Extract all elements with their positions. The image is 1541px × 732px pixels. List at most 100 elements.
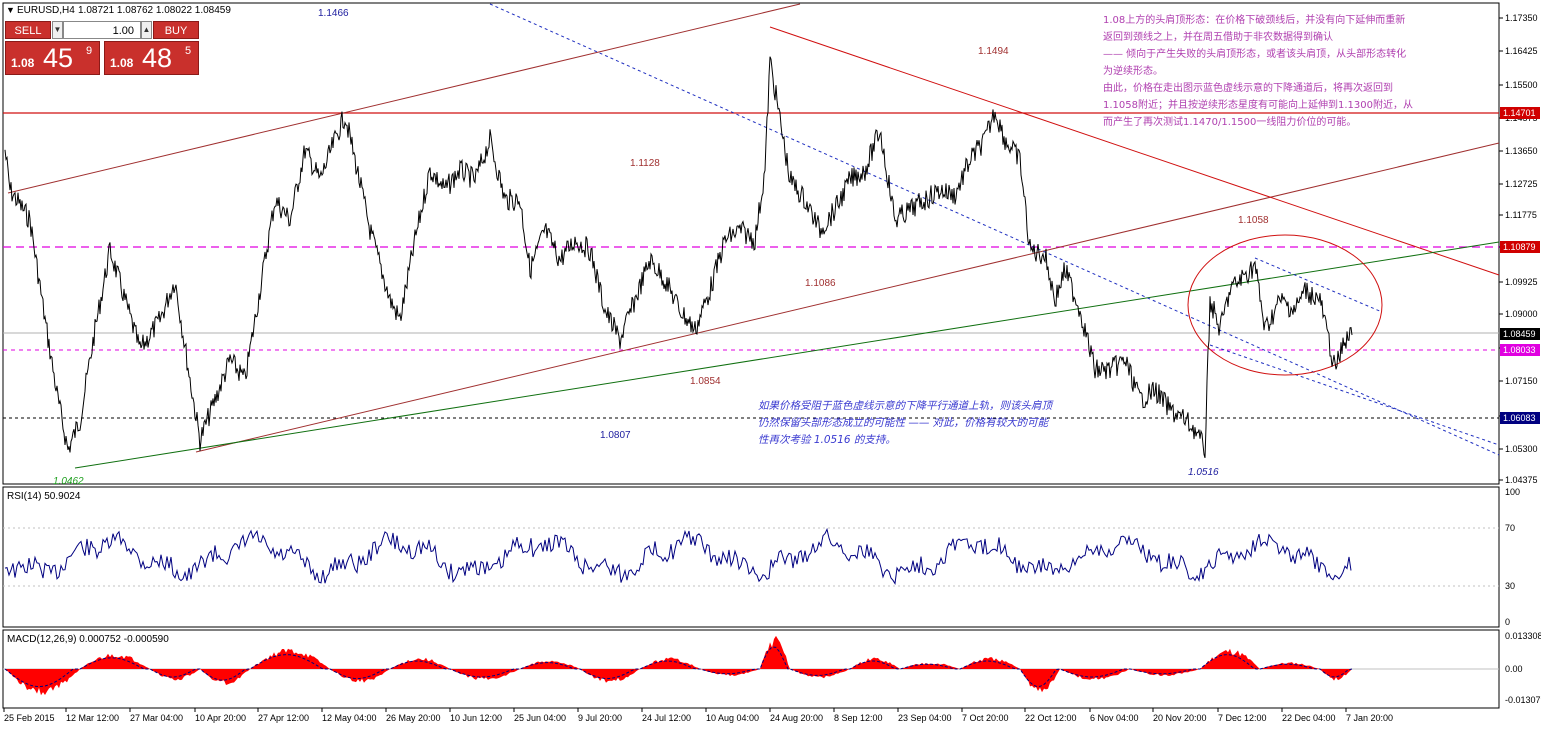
buy-button[interactable]: BUY [153, 21, 199, 39]
price-level-label: 1.0516 [1188, 467, 1219, 478]
note-top-line: 而产生了再次测试1.1470/1.1500一线阻力价位的可能。 [1103, 117, 1357, 128]
sell-button[interactable]: SELL [5, 21, 51, 39]
rsi-line [4, 527, 1352, 585]
price-tag-label: 1.08033 [1503, 345, 1536, 355]
sell-price-sup: 9 [86, 45, 93, 57]
macd-indicator: MACD(12,26,9) 0.000752 -0.000590 0.013308… [3, 631, 1541, 705]
rsi-axis-label: 30 [1505, 581, 1515, 591]
time-axis-label: 10 Apr 20:00 [195, 713, 246, 723]
rsi-panel-frame [2, 486, 1500, 628]
price-axis-label: 1.16425 [1505, 46, 1538, 56]
descending-channel-mid [1254, 257, 1383, 313]
price-tag-box [1500, 344, 1540, 356]
note-top-line: 由此，价格在走出图示蓝色虚线示意的下降通道后，将再次返回到 [1103, 83, 1393, 94]
price-axis-label: 1.05300 [1505, 444, 1538, 454]
time-axis-label: 8 Sep 12:00 [834, 713, 883, 723]
symbol-triangle-icon: ▼ [6, 5, 15, 15]
price-axis-label: 1.11775 [1505, 210, 1537, 220]
note-top-line: 1.08上方的头肩顶形态：在价格下破颈线后，并没有向下延伸而重新 [1103, 15, 1406, 26]
chart-symbol-label: EURUSD,H4 [17, 5, 75, 16]
price-axis-label: 1.12725 [1505, 179, 1538, 189]
price-axis-label: 1.17350 [1505, 13, 1538, 23]
upper-channel-line [7, 3, 801, 194]
price-tag-label: 1.06083 [1503, 413, 1536, 423]
time-axis-label: 6 Nov 04:00 [1090, 713, 1139, 723]
rsi-axis-label: 70 [1505, 523, 1515, 533]
macd-label: MACD(12,26,9) 0.000752 -0.000590 [7, 634, 169, 645]
buy-price-sup: 5 [185, 45, 192, 57]
buy-price-small: 1.08 [110, 56, 134, 70]
price-tag-box [1500, 412, 1540, 424]
price-level-label: 1.1128 [630, 158, 660, 169]
macd-axis-label: 0.00 [1505, 664, 1523, 674]
macd-axis-label: 0.013308 [1505, 631, 1541, 641]
time-axis-label: 7 Dec 12:00 [1218, 713, 1267, 723]
time-axis-label: 23 Sep 04:00 [898, 713, 952, 723]
price-axis-label: 1.07150 [1505, 376, 1538, 386]
buy-price-box[interactable]: 1.08 48 5 [104, 41, 199, 75]
price-axis-label: 1.13650 [1505, 146, 1538, 156]
price-series [4, 56, 1353, 459]
time-axis-label: 27 Apr 12:00 [258, 713, 309, 723]
green-support-line [74, 241, 1500, 469]
note-bottom-line: 如果价格受阻于蓝色虚线示意的下降平行通道上轨，则该头肩顶 [758, 400, 1052, 412]
time-axis-label: 24 Aug 20:00 [770, 713, 823, 723]
rsi-axis-label: 0 [1505, 617, 1510, 627]
macd-axis-label: -0.013079 [1505, 695, 1541, 705]
time-axis-label: 27 Mar 04:00 [130, 713, 183, 723]
price-line [4, 56, 1353, 459]
rsi-axis-label: 100 [1505, 487, 1520, 497]
price-axis-label: 1.15500 [1505, 80, 1538, 90]
note-top-line: —— 倾向于产生失败的头肩顶形态，或者该头肩顶，从头部形态转化 [1103, 49, 1407, 60]
analysis-note-bottom: 如果价格受阻于蓝色虚线示意的下降平行通道上轨，则该头肩顶 仍然保留头部形态成立的… [758, 398, 1078, 449]
note-top-line: 为逆续形态。 [1103, 66, 1163, 77]
price-level-label: 1.0854 [690, 376, 721, 387]
time-axis-label: 10 Jun 12:00 [450, 713, 502, 723]
sell-price-small: 1.08 [11, 56, 35, 70]
price-annotations: 1.1466 1.1494 1.1128 1.1058 1.1086 1.0854 1.08… [53, 8, 1269, 487]
price-tag-label: 1.10879 [1503, 242, 1536, 252]
rsi-indicator: RSI(14) 50.9024 100 70 30 0 [3, 487, 1520, 627]
price-level-label: 1.0807 [600, 430, 631, 441]
time-axis-label: 20 Nov 20:00 [1153, 713, 1207, 723]
time-axis-label: 12 Mar 12:00 [66, 713, 119, 723]
price-tag-box [1500, 107, 1540, 119]
descending-resistance-line [769, 26, 1500, 276]
one-click-trading-panel: SELL ▼ 1.00 ▲ BUY 1.08 45 9 1.08 48 5 [5, 21, 199, 76]
lot-down-icon[interactable]: ▼ [52, 21, 63, 39]
buy-price-big: 48 [142, 43, 173, 73]
lower-channel-line [195, 142, 1500, 453]
time-axis-label: 9 Jul 20:00 [578, 713, 622, 723]
lot-up-icon[interactable]: ▲ [141, 21, 152, 39]
price-axis-tags: 1.14701 1.10879 1.08459 1.08033 1.06083 [1500, 107, 1540, 424]
price-tag-box [1500, 328, 1540, 340]
note-bottom-line: 性再次考验 1.0516 的支持。 [758, 434, 896, 446]
analysis-note-top: 1.08上方的头肩顶形态：在价格下破颈线后，并没有向下延伸而重新 返回到颈线之上… [1103, 12, 1448, 131]
descending-channel-lower [1209, 344, 1500, 446]
price-level-label: 1.0462 [53, 476, 84, 487]
time-axis-label: 26 May 20:00 [386, 713, 441, 723]
price-axis-label: 1.04375 [1505, 475, 1538, 485]
time-axis-label: 24 Jul 12:00 [642, 713, 691, 723]
time-axis-label: 7 Oct 20:00 [962, 713, 1009, 723]
note-bottom-line: 仍然保留头部形态成立的可能性 —— 对此，价格有较大的可能 [758, 417, 1049, 429]
sell-price-big: 45 [43, 43, 74, 73]
time-axis-label: 10 Aug 04:00 [706, 713, 759, 723]
price-panel-frame [2, 2, 1500, 485]
price-axis-label: 1.09000 [1505, 309, 1538, 319]
time-axis-label: 22 Oct 12:00 [1025, 713, 1077, 723]
chart-ohlc-readout: 1.08721 1.08762 1.08022 1.08459 [78, 5, 231, 16]
sell-price-box[interactable]: 1.08 45 9 [5, 41, 100, 75]
price-tag-label: 1.14701 [1503, 108, 1536, 118]
time-axis-label: 25 Jun 04:00 [514, 713, 566, 723]
time-axis-label: 12 May 04:00 [322, 713, 377, 723]
lot-size-input[interactable]: 1.00 [63, 21, 141, 39]
descending-channel-upper [489, 3, 1500, 456]
price-tag-label: 1.08459 [1503, 329, 1536, 339]
time-axis: 25 Feb 2015 12 Mar 12:00 27 Mar 04:00 10 Ap… [3, 708, 1393, 723]
note-top-line: 1.1058附近；并且按逆续形态星度有可能向上延伸到1.1300附近，从 [1103, 100, 1413, 111]
macd-histogram [5, 635, 1352, 696]
price-level-label: 1.1494 [978, 46, 1009, 57]
